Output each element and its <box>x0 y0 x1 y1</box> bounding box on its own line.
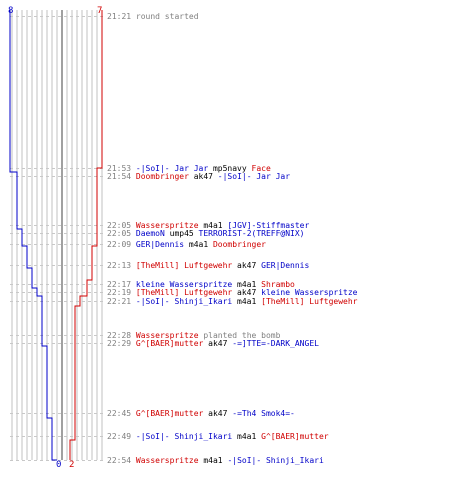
event-time: 22:54 <box>107 456 136 465</box>
event-part: G^[BAER]mutter <box>136 339 204 348</box>
event-part: -|SoI|- Jar Jar <box>136 164 208 173</box>
blue-start-count: 8 <box>8 6 13 16</box>
event-time: 21:53 <box>107 164 136 173</box>
event-part: -=]TTE=-DARK_ANGEL <box>232 339 319 348</box>
event-part: -=Th4 Smok4=- <box>232 409 295 418</box>
event-row: 22:29 G^[BAER]mutter ak47 -=]TTE=-DARK_A… <box>107 339 319 348</box>
event-part: DaemoN <box>136 229 165 238</box>
red-start-count: 7 <box>97 6 102 16</box>
event-time: 22:28 <box>107 331 136 340</box>
event-row: 22:28 Wasserspritze planted the bomb <box>107 331 281 340</box>
event-part: m4a1 <box>232 280 261 289</box>
event-part: planted the bomb <box>199 331 281 340</box>
event-time: 22:13 <box>107 261 136 270</box>
event-part: ak47 <box>203 339 232 348</box>
event-part: ak47 <box>203 409 232 418</box>
event-part: m4a1 <box>199 221 228 230</box>
event-part: TERRORIST-2(TREFF@NIX) <box>199 229 305 238</box>
event-part: ump45 <box>165 229 199 238</box>
event-row: 22:49 -|SoI|- Shinji_Ikari m4a1 G^[BAER]… <box>107 432 329 441</box>
event-part: -|SoI|- Shinji_Ikari <box>136 297 233 306</box>
event-part: Wasserspritze <box>136 456 199 465</box>
event-part: m4a1 <box>232 432 261 441</box>
event-time: 22:05 <box>107 229 136 238</box>
event-time: 22:49 <box>107 432 136 441</box>
event-row: 22:05 Wasserspritze m4a1 [JGV]-Stiffmast… <box>107 221 310 230</box>
event-row: 22:09 GER|Dennis m4a1 Doombringer <box>107 240 266 249</box>
blue-team-alive-path <box>9 10 57 461</box>
event-time: 21:54 <box>107 172 136 181</box>
event-row: 22:13 [TheMill] Luftgewehr ak47 GER|Denn… <box>107 261 309 270</box>
event-part: round started <box>136 12 199 21</box>
event-time: 22:29 <box>107 339 136 348</box>
event-row: 22:45 G^[BAER]mutter ak47 -=Th4 Smok4=- <box>107 409 295 418</box>
event-time: 22:05 <box>107 221 136 230</box>
event-part: m4a1 <box>184 240 213 249</box>
red-team-alive-path <box>69 10 103 460</box>
event-part: kleine Wasserspritze <box>136 280 233 289</box>
event-part: [TheMill] Luftgewehr <box>261 297 358 306</box>
event-row: 21:53 -|SoI|- Jar Jar mp5navy Face <box>107 164 271 173</box>
team-count-labels: 8 7 0 2 <box>8 6 102 470</box>
event-time: 22:09 <box>107 240 136 249</box>
blue-end-count: 0 <box>56 460 61 470</box>
event-part: ak47 <box>189 172 218 181</box>
event-row: 21:21 round started <box>107 12 199 21</box>
event-part: [TheMill] Luftgewehr <box>136 288 233 297</box>
event-dash-lines <box>10 16 104 461</box>
event-part: Doombringer <box>136 172 189 181</box>
event-part: ak47 <box>232 288 261 297</box>
event-part: ak47 <box>232 261 261 270</box>
event-part: Shrambo <box>261 280 295 289</box>
event-part: -|SoI|- Shinji_Ikari <box>227 456 324 465</box>
event-time: 22:19 <box>107 288 136 297</box>
event-part: Face <box>252 164 271 173</box>
event-part: Wasserspritze <box>136 221 199 230</box>
event-part: GER|Dennis <box>261 261 309 270</box>
event-time: 22:17 <box>107 280 136 289</box>
event-part: Doombringer <box>213 240 266 249</box>
event-part: m4a1 <box>199 456 228 465</box>
player-grid <box>11 10 103 460</box>
event-log: 21:21 round started 21:53 -|SoI|- Jar Jar… <box>107 12 358 465</box>
event-time: 21:21 <box>107 12 136 21</box>
event-part: [JGV]-Stiffmaster <box>227 221 309 230</box>
event-part: -|SoI|- Shinji_Ikari <box>136 432 233 441</box>
event-part: [TheMill] Luftgewehr <box>136 261 233 270</box>
event-part: G^[BAER]mutter <box>136 409 204 418</box>
event-part: kleine Wasserspritze <box>261 288 358 297</box>
event-part: G^[BAER]mutter <box>261 432 329 441</box>
event-part: m4a1 <box>232 297 261 306</box>
event-row: 22:21 -|SoI|- Shinji_Ikari m4a1 [TheMill… <box>107 297 358 306</box>
alive-count-paths <box>9 10 103 461</box>
event-part: -|SoI|- Jar Jar <box>218 172 290 181</box>
event-time: 22:21 <box>107 297 136 306</box>
red-end-count: 2 <box>69 460 74 470</box>
event-part: GER|Dennis <box>136 240 184 249</box>
event-part: mp5navy <box>208 164 251 173</box>
event-row: 22:05 DaemoN ump45 TERRORIST-2(TREFF@NIX… <box>107 229 305 238</box>
event-row: 22:17 kleine Wasserspritze m4a1 Shrambo <box>107 280 295 289</box>
event-row: 22:19 [TheMill] Luftgewehr ak47 kleine W… <box>107 288 358 297</box>
event-part: Wasserspritze <box>136 331 199 340</box>
event-time: 22:45 <box>107 409 136 418</box>
event-row: 22:54 Wasserspritze m4a1 -|SoI|- Shinji_… <box>107 456 324 465</box>
event-row: 21:54 Doombringer ak47 -|SoI|- Jar Jar <box>107 172 290 181</box>
